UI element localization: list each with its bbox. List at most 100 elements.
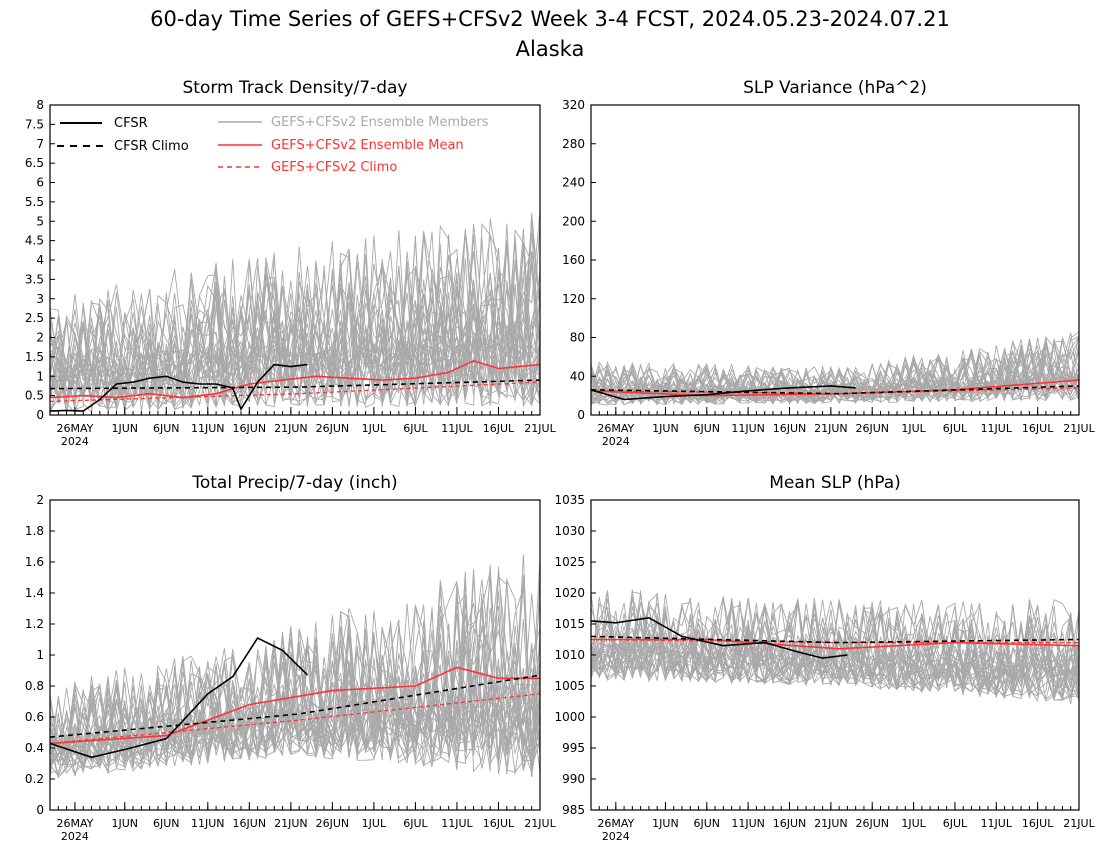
ensemble-members bbox=[49, 211, 541, 414]
ensemble-member-line bbox=[49, 604, 541, 777]
y-tick-label: 1005 bbox=[554, 679, 585, 693]
x-tick-label: 16JUL bbox=[483, 422, 515, 435]
ensemble-member-line bbox=[590, 593, 1080, 696]
y-tick-label: 4.5 bbox=[25, 234, 44, 248]
x-tick-label: 26MAY bbox=[597, 422, 634, 435]
x-tick-label: 11JUL bbox=[441, 422, 473, 435]
x-tick-label: 6JUN bbox=[153, 422, 180, 435]
y-tick-label: 1015 bbox=[554, 617, 585, 631]
y-tick-label: 40 bbox=[570, 369, 585, 383]
y-tick-label: 1.2 bbox=[25, 617, 44, 631]
x-tick-label: 1JUL bbox=[901, 422, 926, 435]
x-tick-label: 6JUN bbox=[694, 817, 721, 830]
y-tick-label: 2 bbox=[36, 331, 44, 345]
x-tick-label: 21JUN bbox=[814, 817, 848, 830]
y-tick-label: 990 bbox=[562, 772, 585, 786]
x-tick-label: 11JUL bbox=[981, 422, 1013, 435]
ensemble-member-line bbox=[49, 251, 541, 409]
ensemble-member-line bbox=[49, 571, 541, 773]
ensemble-member-line bbox=[590, 596, 1080, 702]
x-tick-label: 1JUL bbox=[362, 422, 387, 435]
x-tick-label: 26JUN bbox=[316, 422, 350, 435]
series-cfsr bbox=[49, 363, 308, 412]
x-tick-label: 11JUL bbox=[441, 817, 473, 830]
y-tick-label: 0.2 bbox=[25, 772, 44, 786]
x-tick-label: 6JUN bbox=[694, 422, 721, 435]
x-tick-label: 1JUL bbox=[362, 817, 387, 830]
series-gefs-cfsv2-ensemble-mean bbox=[49, 359, 541, 399]
panel-mean-slp: Mean SLP (hPa) 985 990 995 1000 1005 1010 1015 1… bbox=[554, 473, 1095, 843]
y-tick-label: 4 bbox=[36, 253, 44, 267]
y-tick-label: 1.6 bbox=[25, 555, 44, 569]
y-tick-label: 1.4 bbox=[25, 586, 44, 600]
y-tick-label: 1000 bbox=[554, 710, 585, 724]
series-gefs-cfsv2-ensemble-mean bbox=[590, 379, 1080, 397]
ensemble-member-line bbox=[49, 607, 541, 766]
panel-title: Mean SLP (hPa) bbox=[769, 473, 901, 493]
y-tick-label: 985 bbox=[562, 803, 585, 817]
x-tick-label: 6JUL bbox=[403, 817, 428, 830]
x-tick-label: 16JUL bbox=[483, 817, 515, 830]
series-gefs-cfsv2-ensemble-mean bbox=[49, 666, 540, 745]
y-tick-label: 0.4 bbox=[25, 741, 44, 755]
x-tick-label: 1JUN bbox=[111, 422, 138, 435]
y-tick-label: 200 bbox=[562, 214, 585, 228]
y-tick-label: 280 bbox=[562, 137, 585, 151]
x-tick-label: 16JUN bbox=[233, 422, 267, 435]
y-tick-label: 1020 bbox=[554, 586, 585, 600]
ensemble-member-line bbox=[49, 230, 541, 407]
x-tick-label: 21JUL bbox=[1063, 422, 1095, 435]
panel-storm-track: Storm Track Density/7-day 0 0.5 1 1.5 2 2.5 3 3.… bbox=[25, 78, 557, 448]
x-tick-label: 1JUN bbox=[111, 817, 138, 830]
ensemble-member-line bbox=[590, 598, 1080, 693]
y-tick-label: 7.5 bbox=[25, 117, 44, 131]
x-tick-label: 21JUN bbox=[814, 422, 848, 435]
series-gefs-cfsv2-ensemble-mean bbox=[591, 638, 1080, 650]
x-tick-label: 21JUL bbox=[524, 422, 556, 435]
x-tick-label: 6JUL bbox=[943, 817, 968, 830]
y-tick-label: 3.5 bbox=[25, 272, 44, 286]
x-tick-label: 16JUN bbox=[233, 817, 267, 830]
x-tick-label: 26MAY bbox=[56, 817, 93, 830]
ensemble-member-line bbox=[49, 260, 541, 412]
x-tick-label: 11JUN bbox=[191, 817, 225, 830]
x-tick-label: 21JUL bbox=[524, 817, 556, 830]
panel-total-precip: Total Precip/7-day (inch)00.20.40.60.811… bbox=[25, 473, 557, 843]
ensemble-member-line bbox=[49, 249, 541, 409]
y-tick-label: 1.8 bbox=[25, 524, 44, 538]
y-tick-label: 8 bbox=[36, 98, 44, 112]
x-tick-label: 16JUN bbox=[773, 817, 807, 830]
y-tick-label: 1 bbox=[36, 369, 44, 383]
y-tick-label: 2.5 bbox=[25, 311, 44, 325]
x-tick-label: 26JUN bbox=[855, 422, 889, 435]
x-tick-label: 1JUN bbox=[652, 422, 679, 435]
x-tick-label: 6JUL bbox=[943, 422, 968, 435]
ensemble-member-line bbox=[590, 598, 1080, 697]
ensemble-member-line bbox=[49, 218, 541, 414]
y-tick-label: 0.5 bbox=[25, 389, 44, 403]
y-tick-label: 1 bbox=[36, 648, 44, 662]
panel-title: Storm Track Density/7-day bbox=[183, 78, 408, 98]
ensemble-member-line bbox=[49, 228, 541, 413]
y-tick-label: 240 bbox=[562, 176, 585, 190]
legend-members-label: GEFS+CFSv2 Ensemble Members bbox=[271, 115, 489, 130]
x-tick-label: 26JUN bbox=[855, 817, 889, 830]
y-tick-label: 0.6 bbox=[25, 710, 44, 724]
ensemble-member-line bbox=[590, 336, 1080, 405]
x-tick-label: 6JUL bbox=[403, 422, 428, 435]
y-tick-label: 320 bbox=[562, 98, 585, 112]
series-cfsr bbox=[590, 616, 848, 659]
x-tick-label: 1JUL bbox=[901, 817, 926, 830]
y-tick-label: 995 bbox=[562, 741, 585, 755]
ensemble-member-line bbox=[590, 351, 1080, 405]
y-tick-label: 0 bbox=[36, 408, 44, 422]
x-tick-label: 6JUN bbox=[153, 817, 180, 830]
x-tick-label: 21JUN bbox=[274, 422, 308, 435]
y-tick-label: 6 bbox=[36, 176, 44, 190]
y-tick-label: 5.5 bbox=[25, 195, 44, 209]
legend: CFSR CFSR Climo GEFS+CFSv2 Ensemble Memb… bbox=[57, 115, 489, 175]
x-tick-label: 11JUL bbox=[981, 817, 1013, 830]
ensemble-member-line bbox=[49, 607, 541, 771]
x-year-label: 2024 bbox=[61, 830, 89, 843]
